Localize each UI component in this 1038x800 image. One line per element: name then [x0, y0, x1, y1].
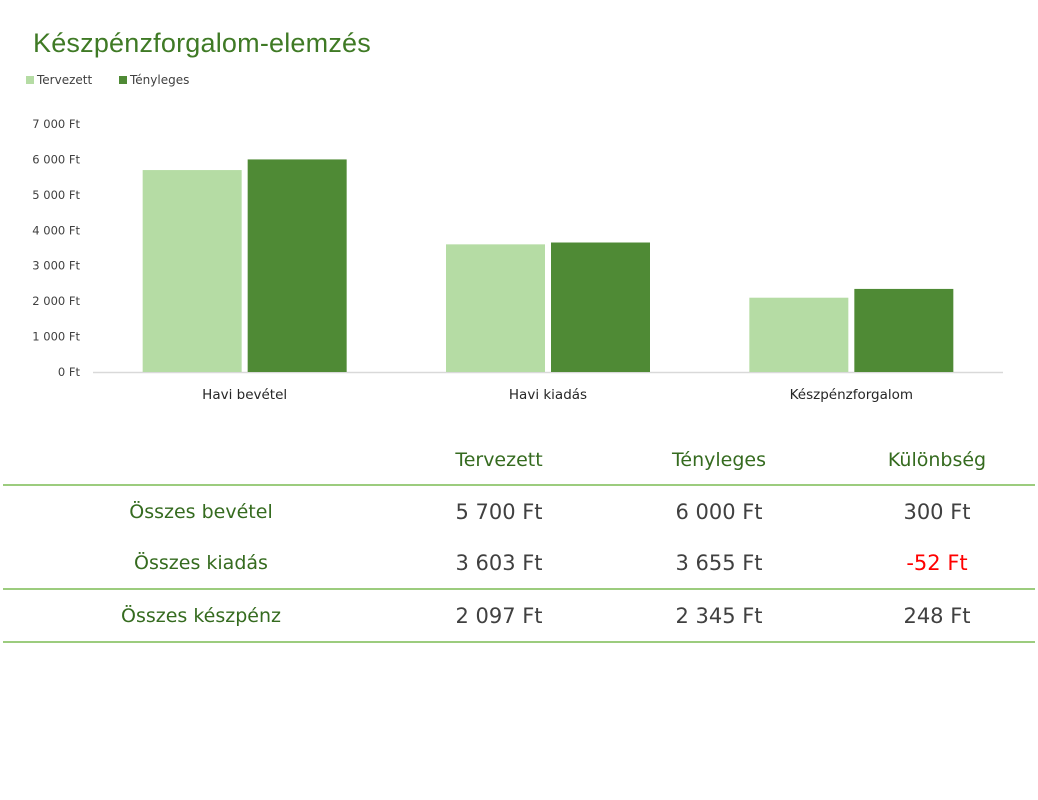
table-header-actual: Tényleges: [599, 436, 839, 486]
difference-value: 300 Ft: [903, 499, 971, 524]
y-tick-label: 3 000 Ft: [32, 259, 80, 273]
table-header-planned: Tervezett: [399, 436, 599, 486]
bar-chart: Tervezett Tényleges 0 Ft 1 000 Ft 2 000 Ft 3 …: [26, 73, 1003, 403]
y-tick-label: 1 000 Ft: [32, 330, 80, 344]
chart-title: Készpénzforgalom-elemzés: [33, 28, 371, 58]
table-header-row: Tervezett Tényleges Különbség: [3, 436, 1035, 486]
y-tick-label: 7 000 Ft: [32, 117, 80, 131]
actual-value: 6 000 Ft: [675, 499, 763, 524]
row-label: Összes kiadás: [3, 537, 399, 590]
bar-tervezett: [142, 170, 242, 372]
legend-label-0: Tervezett: [36, 73, 92, 87]
bar-tervezett: [749, 297, 849, 372]
table-row: Összes bevétel 5 700 Ft 6 000 Ft 300 Ft: [3, 485, 1035, 537]
legend-swatch-0: [26, 76, 34, 84]
x-tick-label: Készpénzforgalom: [790, 387, 913, 403]
x-tick-label: Havi bevétel: [202, 387, 287, 403]
y-tick-label: 2 000 Ft: [32, 294, 80, 308]
table-header-difference: Különbség: [839, 436, 1035, 486]
difference-value: -52 Ft: [839, 537, 1035, 590]
table-header-empty: [3, 436, 399, 486]
bar-tényleges: [551, 242, 650, 372]
planned-value: 5 700 Ft: [455, 499, 543, 524]
x-tick-label: Havi kiadás: [509, 387, 587, 403]
actual-value: 3 655 Ft: [599, 537, 839, 590]
y-tick-label: 6 000 Ft: [32, 152, 80, 166]
bar-tényleges: [247, 159, 347, 372]
bar-tervezett: [446, 244, 545, 372]
row-label: Összes bevétel: [129, 500, 273, 523]
y-tick-label: 4 000 Ft: [32, 223, 80, 237]
table-total-row: Összes készpénz 2 097 Ft 2 345 Ft 248 Ft: [3, 589, 1035, 643]
difference-value: 248 Ft: [839, 589, 1035, 643]
planned-value: 3 603 Ft: [399, 537, 599, 590]
legend-label-1: Tényleges: [129, 73, 189, 87]
y-tick-label: 5 000 Ft: [32, 188, 80, 202]
legend-swatch-1: [119, 76, 127, 84]
cashflow-summary-table: Tervezett Tényleges Különbség Összes bev…: [3, 436, 1035, 643]
planned-value: 2 097 Ft: [399, 589, 599, 643]
bar-tényleges: [854, 288, 954, 372]
actual-value: 2 345 Ft: [599, 589, 839, 643]
row-label: Összes készpénz: [3, 589, 399, 643]
y-tick-label: 0 Ft: [58, 365, 81, 379]
table-row: Összes kiadás 3 603 Ft 3 655 Ft -52 Ft: [3, 537, 1035, 590]
